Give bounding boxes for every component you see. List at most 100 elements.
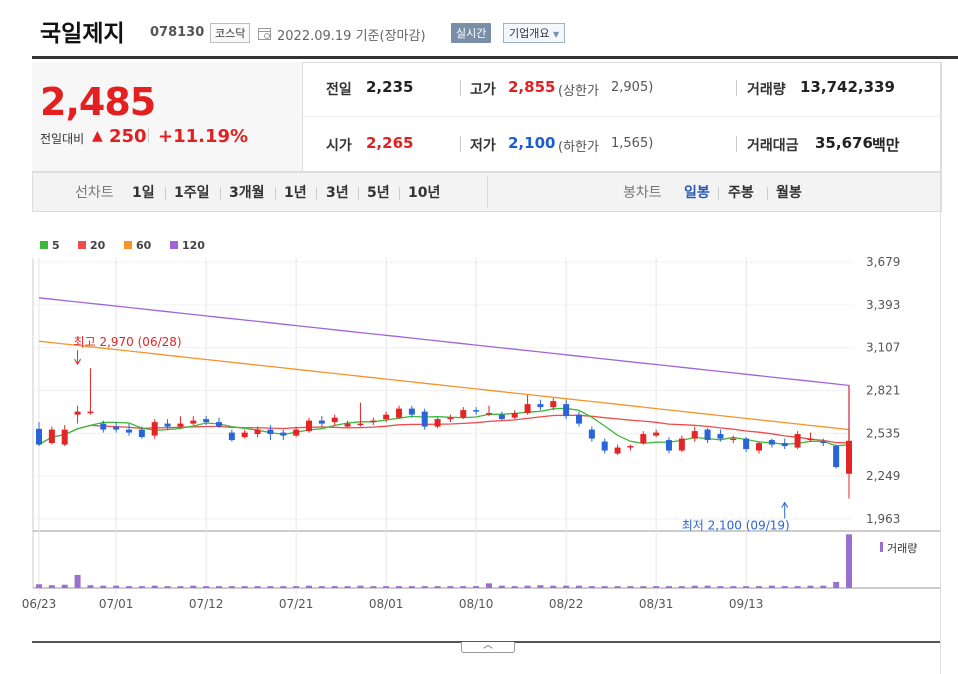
candle-body xyxy=(756,443,762,451)
volume-bar xyxy=(113,585,120,588)
candle-monthly-button[interactable]: 월봉 xyxy=(776,185,802,201)
ma20-line xyxy=(38,414,850,446)
volume-bar xyxy=(627,586,634,588)
volume-bar xyxy=(318,586,325,588)
candle-body xyxy=(293,429,300,436)
candle-body xyxy=(460,410,467,418)
volume-bar xyxy=(228,586,235,588)
period-1w-button[interactable]: 1주일 xyxy=(174,185,210,201)
period-separator xyxy=(399,187,400,200)
candle-body xyxy=(151,422,158,436)
ma120-line xyxy=(38,297,850,441)
high-annotation-label: 최고 2,970 (06/28) xyxy=(74,335,182,349)
line-chart-label: 선차트 xyxy=(75,185,114,201)
volume-bar xyxy=(357,585,364,588)
candle-body xyxy=(614,447,621,454)
volume-bar xyxy=(460,586,467,588)
company-overview-dropdown[interactable]: 기업개요 ▼ xyxy=(503,23,566,43)
candle-body xyxy=(344,423,351,427)
candle-body xyxy=(846,440,852,474)
y-tick-label: 3,679 xyxy=(866,255,900,269)
candle-body xyxy=(601,441,608,451)
period-separator xyxy=(316,187,317,200)
volume-bar xyxy=(820,585,827,588)
candle-body xyxy=(216,422,222,427)
volume-bar xyxy=(640,586,647,588)
volume-bar xyxy=(537,585,544,588)
volume-legend-swatch xyxy=(880,542,883,552)
candle-body xyxy=(666,440,672,451)
right-panel-edge xyxy=(940,62,958,674)
ma60-line xyxy=(38,340,850,441)
open-label: 시가 xyxy=(326,138,352,154)
prev-close-label: 전일 xyxy=(326,82,352,98)
legend-label: 60 xyxy=(136,239,152,252)
x-tick-label: 07/12 xyxy=(189,597,224,611)
volume-bar xyxy=(601,586,608,588)
volume-bar xyxy=(396,586,402,588)
candle-body xyxy=(100,423,107,430)
period-1y-button[interactable]: 1년 xyxy=(284,185,307,201)
legend-label: 120 xyxy=(182,239,205,252)
candle-body xyxy=(691,431,698,439)
stats-separator xyxy=(460,136,461,152)
volume-bar xyxy=(614,586,621,588)
candle-body xyxy=(203,419,210,423)
period-5y-button[interactable]: 5년 xyxy=(367,185,390,201)
chart-axes: 3,679 3,393 3,107 2,821 2,535 2,249 1,963 06/23… xyxy=(22,255,901,611)
high-label: 고가 xyxy=(470,82,496,98)
volume-bar xyxy=(370,586,377,588)
ma5-line xyxy=(38,407,850,447)
candle-body xyxy=(627,446,634,448)
volume-bar xyxy=(447,586,454,588)
candle-daily-button[interactable]: 일봉 xyxy=(684,185,710,201)
date-basis: 기준(장마감) xyxy=(355,29,426,44)
period-3m-button[interactable]: 3개월 xyxy=(229,185,265,201)
volume-bar xyxy=(653,586,660,588)
candle-weekly-button[interactable]: 주봉 xyxy=(728,185,754,201)
candle-body xyxy=(511,413,518,418)
y-tick-label: 3,393 xyxy=(866,298,900,312)
volume-series: 거래량 xyxy=(36,534,917,588)
volume-bar xyxy=(563,585,570,588)
stats-separator xyxy=(736,80,737,96)
period-1d-button[interactable]: 1일 xyxy=(132,185,155,201)
high-annotation-arrowhead xyxy=(74,358,82,366)
x-tick-label: 08/31 xyxy=(639,597,674,611)
as-of-date: 2022.09.19 기준(장마감) xyxy=(277,25,426,44)
change-value: 250 xyxy=(109,126,147,147)
period-separator xyxy=(358,187,359,200)
stats-separator xyxy=(460,80,461,96)
open-value: 2,265 xyxy=(366,134,414,152)
x-tick-label: 09/13 xyxy=(729,597,764,611)
x-tick-label: 08/01 xyxy=(369,597,404,611)
realtime-button[interactable]: 실시간 xyxy=(451,23,492,43)
volume-label: 거래량 xyxy=(747,82,786,98)
low-annotation-arrowhead xyxy=(781,501,789,508)
candle-body xyxy=(370,420,377,423)
candle-body xyxy=(717,434,724,439)
stats-separator xyxy=(736,136,737,152)
legend-swatch xyxy=(170,241,178,249)
upper-limit-value: 2,905) xyxy=(611,80,654,95)
candle-body xyxy=(434,419,441,427)
candle-body xyxy=(331,417,338,423)
volume-bar xyxy=(216,586,222,588)
candle-body xyxy=(743,438,750,450)
volume-bar xyxy=(408,586,415,588)
volume-bar xyxy=(781,586,788,588)
volume-bar xyxy=(550,585,557,588)
legend-swatch xyxy=(78,241,86,249)
collapse-button[interactable]: ︿ xyxy=(461,641,515,653)
candle-body xyxy=(550,401,557,408)
volume-bar xyxy=(473,586,480,588)
company-overview-label: 기업개요 xyxy=(509,27,550,40)
period-separator xyxy=(718,187,719,200)
period-10y-button[interactable]: 10년 xyxy=(408,185,441,201)
candle-body xyxy=(113,426,120,430)
amount-label: 거래대금 xyxy=(747,138,799,154)
candle-body xyxy=(807,438,814,441)
volume-bar xyxy=(434,586,441,588)
period-3y-button[interactable]: 3년 xyxy=(326,185,349,201)
